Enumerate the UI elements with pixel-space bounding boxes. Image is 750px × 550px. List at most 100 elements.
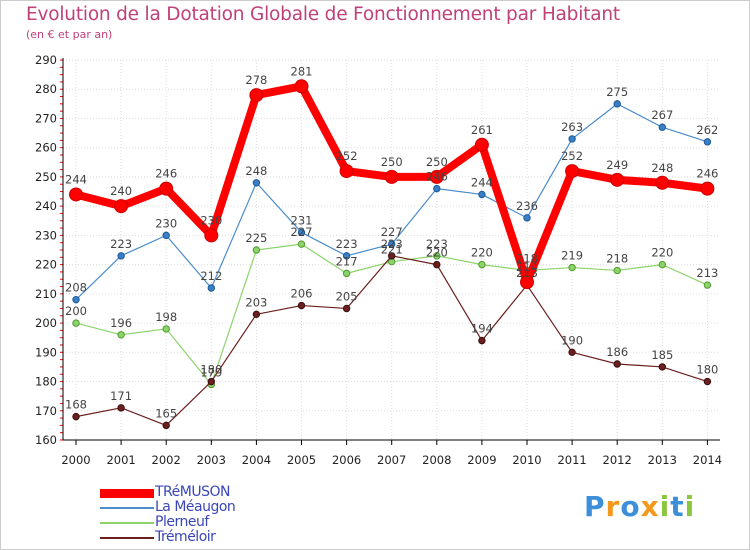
data-point — [433, 260, 441, 269]
data-label: 223 — [381, 237, 403, 251]
data-label: 249 — [606, 158, 628, 172]
data-label: 223 — [336, 237, 358, 251]
data-point — [297, 240, 306, 248]
data-point — [252, 310, 261, 319]
data-point — [162, 421, 170, 430]
data-label: 244 — [471, 175, 493, 189]
y-tick-label: 220 — [35, 258, 57, 272]
logo-letter: o — [620, 490, 641, 523]
data-label: 248 — [245, 164, 267, 178]
x-tick-label: 2007 — [377, 453, 406, 467]
data-label: 244 — [65, 172, 87, 186]
data-label: 219 — [561, 249, 583, 263]
x-tick-label: 2009 — [467, 453, 496, 467]
data-label: 218 — [606, 251, 628, 265]
data-point — [159, 181, 174, 196]
data-label: 213 — [696, 266, 718, 280]
data-label: 217 — [336, 254, 358, 268]
data-point — [613, 360, 621, 368]
data-point — [297, 228, 306, 237]
data-point — [613, 100, 621, 108]
data-point — [342, 252, 351, 260]
x-tick-label: 2006 — [332, 453, 361, 467]
data-label: 278 — [245, 73, 267, 87]
data-label: 250 — [381, 155, 403, 169]
data-point — [433, 184, 441, 193]
legend-swatch — [100, 522, 154, 524]
data-point — [474, 137, 489, 152]
x-tick-label: 2010 — [512, 453, 541, 467]
x-tick-label: 2008 — [422, 453, 451, 467]
data-label: 230 — [155, 216, 177, 230]
logo-letter: r — [605, 490, 621, 523]
data-point — [658, 123, 666, 131]
data-point — [252, 246, 261, 254]
data-point — [114, 199, 129, 214]
data-point — [655, 175, 670, 190]
logo-letter: i — [684, 490, 696, 523]
data-label: 230 — [200, 213, 222, 227]
data-label: 171 — [110, 389, 132, 403]
data-label: 194 — [471, 322, 493, 336]
data-point — [658, 260, 666, 269]
data-label: 200 — [65, 304, 87, 318]
x-tick-label: 2011 — [557, 453, 586, 467]
data-label: 180 — [696, 363, 718, 377]
data-point — [658, 363, 666, 371]
data-point — [117, 331, 125, 339]
data-point — [249, 88, 264, 103]
data-label: 275 — [606, 85, 628, 99]
data-point — [294, 79, 309, 94]
data-label: 261 — [471, 123, 493, 137]
y-tick-label: 240 — [35, 199, 57, 213]
data-label: 196 — [110, 316, 132, 330]
legend-label: TRéMUSON — [155, 484, 230, 500]
data-label: 213 — [516, 266, 538, 280]
data-point — [388, 240, 396, 248]
data-label: 205 — [336, 289, 358, 303]
data-point — [478, 336, 486, 345]
y-tick-label: 250 — [35, 170, 57, 184]
y-tick-label: 170 — [35, 404, 57, 418]
data-label: 223 — [426, 237, 448, 251]
x-tick-label: 2013 — [648, 453, 677, 467]
data-point — [700, 181, 715, 196]
legend-label: Plerneuf — [155, 514, 209, 530]
data-label: 168 — [65, 398, 87, 412]
x-tick-label: 2014 — [693, 453, 722, 467]
legend-label: Tréméloir — [155, 529, 216, 545]
data-label: 185 — [651, 348, 673, 362]
data-label: 179 — [200, 365, 222, 379]
data-label: 248 — [651, 161, 673, 175]
data-point — [69, 187, 83, 202]
x-tick-label: 2003 — [197, 453, 226, 467]
data-point — [703, 377, 712, 386]
data-label: 208 — [65, 281, 87, 295]
data-point — [565, 164, 580, 179]
chart-subtitle: (en € et par an) — [26, 28, 113, 41]
data-label: 218 — [516, 251, 538, 265]
data-point — [72, 412, 80, 421]
data-label: 220 — [651, 246, 673, 260]
data-label: 221 — [381, 243, 403, 257]
x-tick-label: 2005 — [287, 453, 316, 467]
data-label: 180 — [200, 363, 222, 377]
y-tick-label: 190 — [35, 345, 57, 359]
data-label: 267 — [651, 108, 673, 122]
x-tick-label: 2000 — [61, 453, 90, 467]
data-point — [72, 319, 80, 327]
data-point — [117, 404, 125, 412]
data-label: 231 — [291, 213, 313, 227]
data-point — [433, 252, 441, 260]
y-tick-label: 280 — [35, 82, 57, 96]
data-point — [207, 284, 216, 292]
logo-letter: P — [584, 490, 606, 523]
data-point — [342, 269, 351, 278]
data-label: 186 — [606, 345, 628, 359]
y-tick-label: 290 — [35, 53, 57, 67]
legend-swatch — [100, 507, 154, 509]
logo-letter: t — [670, 490, 685, 523]
data-point — [162, 231, 170, 240]
data-label: 190 — [561, 333, 583, 347]
legend-label: La Méaugon — [155, 499, 236, 515]
